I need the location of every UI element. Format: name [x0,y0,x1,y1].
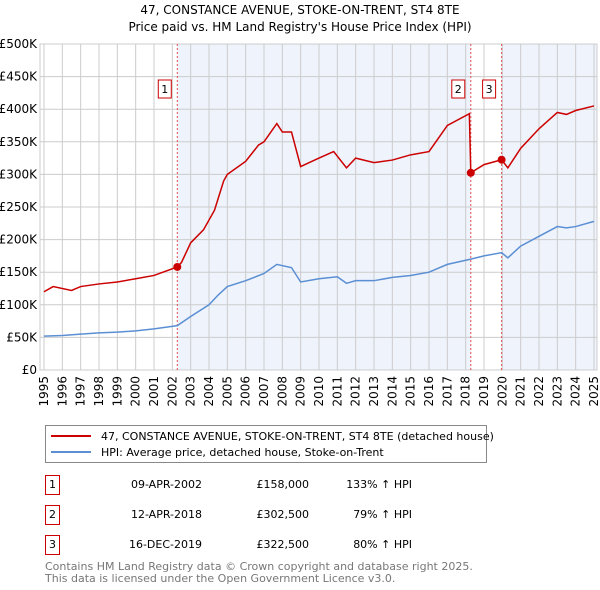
chart-title: 47, CONSTANCE AVENUE, STOKE-ON-TRENT, ST… [140,3,460,17]
x-tick-label: 2005 [220,376,234,407]
sale-row: 2 12-APR-2018 £302,500 79% ↑ HPI [45,505,445,525]
sale-hpi-change: 133% ↑ HPI [346,478,412,491]
sale-price: £158,000 [256,478,310,491]
sale-price: £302,500 [256,508,310,521]
x-tick-label: 2001 [147,376,161,407]
x-tick-label: 2012 [349,376,363,407]
x-tick-label: 1997 [74,376,88,407]
x-tick-label: 2024 [569,376,583,407]
x-tick-label: 2002 [165,376,179,407]
sale-row: 1 09-APR-2002 £158,000 133% ↑ HPI [45,475,445,495]
chart-subtitle: Price paid vs. HM Land Registry's House … [128,20,472,34]
y-tick-label: £400K [0,102,38,116]
footer-licence: This data is licensed under the Open Gov… [45,572,396,585]
y-tick-label: £450K [0,70,38,84]
y-tick-label: £300K [0,167,38,181]
x-tick-label: 2011 [330,376,344,407]
sale-row: 3 16-DEC-2019 £322,500 80% ↑ HPI [45,535,445,555]
x-tick-label: 2004 [202,376,216,407]
plot-area: £0 £50K £100K £150K £200K £250K £300K £350K £400… [0,37,600,407]
x-tick-label: 2023 [550,376,564,407]
sale-label: 2 [455,83,462,96]
x-tick-label: 1998 [92,376,106,407]
sale-price: £322,500 [256,538,310,551]
y-tick-label: £200K [0,233,38,247]
sale-point [173,262,182,271]
y-tick-label: £100K [0,298,38,312]
sale-label-box [157,79,172,99]
x-tick-label: 2003 [184,376,198,407]
x-tick-label: 2025 [587,376,600,407]
series-line-hpi [43,220,595,337]
sale-date: 12-APR-2018 [130,508,202,521]
x-tick-label: 2018 [459,376,473,407]
x-tick-label: 2009 [294,376,308,407]
x-tick-label: 2019 [477,376,491,407]
y-tick-label: £50K [6,330,38,344]
sale-label-box [451,79,466,99]
x-tick-label: 2008 [275,376,289,407]
x-tick-label: 2007 [257,376,271,407]
sale-number: 2 [45,505,60,525]
y-tick-label: £250K [0,200,38,214]
sale-point [497,155,506,164]
legend: 47, CONSTANCE AVENUE, STOKE-ON-TRENT, ST… [45,425,494,463]
legend-swatch-blue [51,451,91,453]
legend-label: 47, CONSTANCE AVENUE, STOKE-ON-TRENT, ST… [101,429,494,443]
x-tick-label: 2014 [385,376,399,407]
x-tick-label: 2015 [404,376,418,407]
x-tick-label: 2000 [129,376,143,407]
x-tick-label: 2021 [514,376,528,407]
y-tick-label: £350K [0,135,38,149]
x-tick-label: 1996 [55,376,69,407]
sale-label-box [482,79,497,99]
x-tick-label: 2022 [532,376,546,407]
x-tick-label: 2020 [495,376,509,407]
sale-date: 09-APR-2002 [130,478,202,491]
sale-label: 1 [161,83,168,96]
legend-label: HPI: Average price, detached house, Stok… [101,445,384,459]
y-tick-label: £0 [22,363,37,377]
sale-label: 3 [486,83,493,96]
x-tick-label: 2010 [312,376,326,407]
x-tick-label: 1995 [37,376,51,407]
sale-number: 1 [45,475,60,495]
legend-item-property: 47, CONSTANCE AVENUE, STOKE-ON-TRENT, ST… [51,428,494,444]
sale-number: 3 [45,535,60,555]
sale-hpi-change: 79% ↑ HPI [353,508,412,521]
plot-border [39,43,598,371]
x-tick-label: 2017 [440,376,454,407]
x-tick-label: 2013 [367,376,381,407]
legend-item-hpi: HPI: Average price, detached house, Stok… [51,444,384,460]
y-tick-label: £500K [0,37,38,51]
y-tick-label: £150K [0,265,38,279]
sale-point [466,168,475,177]
x-tick-label: 2006 [239,376,253,407]
sale-hpi-change: 80% ↑ HPI [353,538,412,551]
sale-date: 16-DEC-2019 [128,538,202,551]
x-tick-label: 1999 [110,376,124,407]
footer-copyright: Contains HM Land Registry data © Crown c… [45,560,473,573]
x-tick-label: 2016 [422,376,436,407]
legend-swatch-red [51,435,91,437]
